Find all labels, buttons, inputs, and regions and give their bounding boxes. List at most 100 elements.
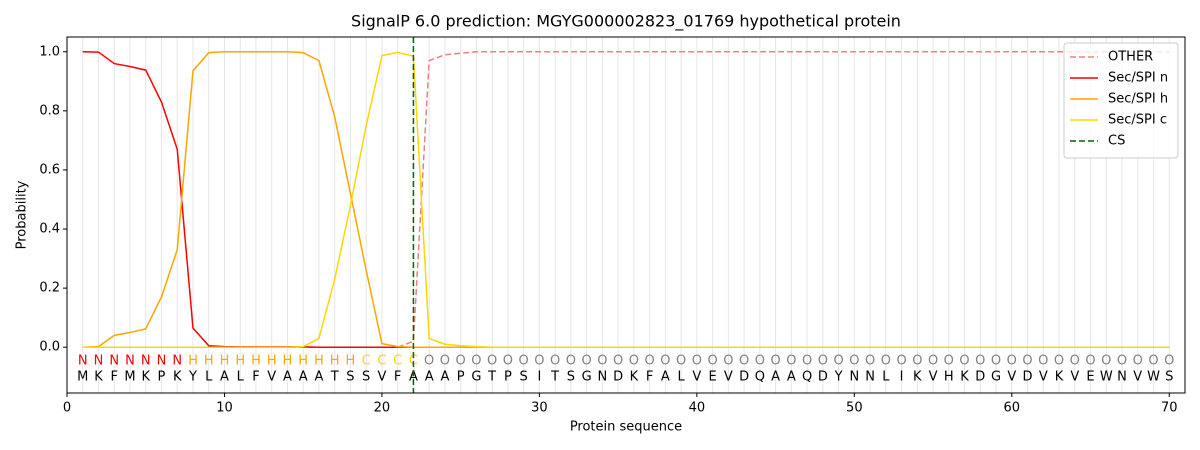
residue: K <box>94 370 103 385</box>
region-label: C <box>362 354 371 369</box>
region-label: O <box>991 354 1001 369</box>
region-label: O <box>1117 354 1127 369</box>
residue: Y <box>188 370 197 385</box>
region-label: N <box>109 354 119 369</box>
residue: A <box>661 370 670 385</box>
region-label: C <box>393 354 402 369</box>
chart-title: SignalP 6.0 prediction: MGYG000002823_01… <box>351 12 901 32</box>
region-label: O <box>566 354 576 369</box>
y-tick-label: 1.0 <box>39 44 60 59</box>
region-label: H <box>314 354 324 369</box>
residue: S <box>1165 370 1173 385</box>
region-label: H <box>330 354 340 369</box>
residue: T <box>330 370 339 385</box>
region-label: H <box>298 354 308 369</box>
residue: V <box>1039 370 1048 385</box>
residue: L <box>677 370 685 385</box>
residue: Q <box>755 370 765 385</box>
residue: E <box>1086 370 1094 385</box>
residue: E <box>708 370 716 385</box>
residue: D <box>818 370 828 385</box>
region-label: H <box>204 354 214 369</box>
residue: K <box>141 370 150 385</box>
region-label: O <box>597 354 607 369</box>
residue: H <box>944 370 954 385</box>
y-tick-label: 0.6 <box>39 162 60 177</box>
region-label: O <box>534 354 544 369</box>
region-label: O <box>1054 354 1064 369</box>
legend-label: CS <box>1108 134 1125 149</box>
region-label: C <box>377 354 386 369</box>
residue: K <box>630 370 639 385</box>
residue: T <box>487 370 496 385</box>
residue: V <box>929 370 938 385</box>
region-label: N <box>94 354 104 369</box>
x-tick-label: 20 <box>374 401 391 416</box>
region-label: O <box>944 354 954 369</box>
region-label: O <box>1148 354 1158 369</box>
x-axis-label: Protein sequence <box>570 420 682 435</box>
region-label: O <box>613 354 623 369</box>
region-label: O <box>1133 354 1143 369</box>
region-label: O <box>833 354 843 369</box>
residue: A <box>440 370 449 385</box>
residue: V <box>1007 370 1016 385</box>
residue: W <box>1100 370 1113 385</box>
residue: S <box>362 370 370 385</box>
residue: G <box>471 370 481 385</box>
residue: D <box>739 370 749 385</box>
x-tick-label: 30 <box>531 401 548 416</box>
region-label: O <box>802 354 812 369</box>
region-label: O <box>707 354 717 369</box>
y-tick-label: 0.2 <box>39 281 60 296</box>
y-tick-label: 0.0 <box>39 340 60 355</box>
residue: A <box>787 370 796 385</box>
residue: P <box>504 370 512 385</box>
region-label: O <box>849 354 859 369</box>
region-label: N <box>125 354 135 369</box>
region-label: O <box>456 354 466 369</box>
x-tick-label: 50 <box>846 401 863 416</box>
region-label: O <box>1007 354 1017 369</box>
region-label: O <box>660 354 670 369</box>
residue: N <box>865 370 875 385</box>
region-label: O <box>676 354 686 369</box>
residue: P <box>158 370 166 385</box>
x-tick-label: 40 <box>689 401 706 416</box>
residue: Y <box>834 370 843 385</box>
region-label: H <box>188 354 198 369</box>
region-label: O <box>550 354 560 369</box>
region-label: O <box>975 354 985 369</box>
y-tick-label: 0.4 <box>39 222 60 237</box>
residue: F <box>394 370 401 385</box>
legend-label: OTHER <box>1108 50 1153 65</box>
residue: V <box>267 370 276 385</box>
region-label: O <box>1085 354 1095 369</box>
x-tick-label: 70 <box>1161 401 1178 416</box>
residue: K <box>913 370 922 385</box>
residue: K <box>1055 370 1064 385</box>
region-label: O <box>912 354 922 369</box>
residue: S <box>520 370 528 385</box>
region-label: H <box>346 354 356 369</box>
residue: A <box>314 370 323 385</box>
legend-label: Sec/SPI h <box>1108 92 1168 107</box>
residue: F <box>110 370 117 385</box>
residue: D <box>613 370 623 385</box>
region-label: O <box>818 354 828 369</box>
residue: N <box>849 370 859 385</box>
x-tick-label: 0 <box>63 401 71 416</box>
legend-box <box>1063 42 1179 159</box>
x-tick-label: 10 <box>216 401 233 416</box>
y-axis-label: Probability <box>15 180 30 249</box>
region-label: H <box>220 354 230 369</box>
series-line <box>82 51 1170 348</box>
region-label: O <box>865 354 875 369</box>
plot-frame <box>66 36 1186 394</box>
region-label: N <box>141 354 151 369</box>
residue: N <box>598 370 608 385</box>
region-label: H <box>235 354 245 369</box>
residue: F <box>252 370 259 385</box>
y-tick-label: 0.8 <box>39 103 60 118</box>
